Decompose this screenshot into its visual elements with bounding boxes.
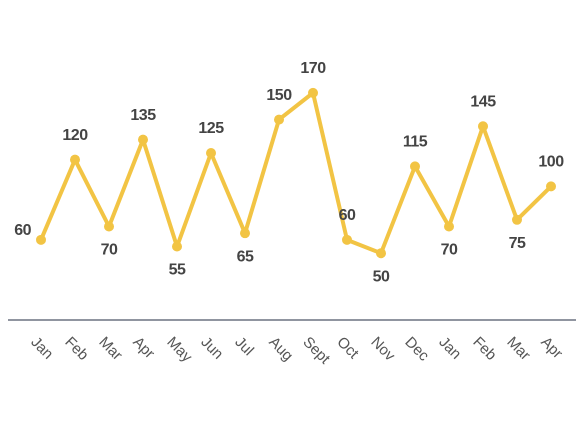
point <box>70 154 80 165</box>
value-label: 115 <box>403 134 428 151</box>
value-label: 70 <box>101 242 118 259</box>
point <box>36 234 46 245</box>
value-label: 145 <box>470 93 496 110</box>
value-label: 75 <box>509 235 526 252</box>
value-label: 125 <box>198 120 224 137</box>
value-label: 70 <box>441 242 458 259</box>
x-tick-label: Jan <box>435 334 464 363</box>
value-label: 120 <box>62 127 88 144</box>
x-tick-label: Mar <box>503 334 533 364</box>
value-label: 60 <box>339 207 356 224</box>
point <box>104 221 114 232</box>
x-tick-label: Jun <box>197 334 226 363</box>
value-label: 150 <box>266 87 292 104</box>
x-tick-label: Nov <box>367 334 398 365</box>
point <box>478 121 488 132</box>
value-label: 135 <box>130 107 156 124</box>
value-label: 100 <box>538 154 564 171</box>
value-label: 60 <box>14 222 31 239</box>
x-tick-label: Mar <box>95 334 125 364</box>
x-tick-label: Jan <box>27 334 56 363</box>
point <box>206 148 216 158</box>
x-tick-label: Dec <box>401 334 432 365</box>
value-label: 65 <box>237 248 254 265</box>
point <box>342 234 352 245</box>
point <box>546 181 556 192</box>
x-tick-label: Jul <box>231 334 257 360</box>
line <box>39 90 553 256</box>
point <box>240 228 250 239</box>
point <box>444 221 454 232</box>
x-tick-label: Oct <box>333 334 362 363</box>
x-tick-label: Aug <box>265 334 296 365</box>
x-tick-label: May <box>163 334 195 366</box>
value-label: 170 <box>300 60 326 77</box>
point <box>138 134 148 145</box>
point <box>172 241 182 252</box>
point <box>410 161 420 172</box>
x-tick-label: Sept <box>299 334 333 368</box>
x-tick-label: Apr <box>537 334 566 363</box>
point <box>274 114 284 125</box>
x-tick-label: Apr <box>129 334 158 363</box>
x-tick-label: Feb <box>61 334 91 364</box>
x-tick-label: Feb <box>469 334 499 364</box>
value-label: 55 <box>169 262 186 279</box>
value-label: 50 <box>373 268 390 285</box>
point <box>308 87 318 98</box>
point <box>376 248 386 259</box>
point <box>512 214 522 225</box>
